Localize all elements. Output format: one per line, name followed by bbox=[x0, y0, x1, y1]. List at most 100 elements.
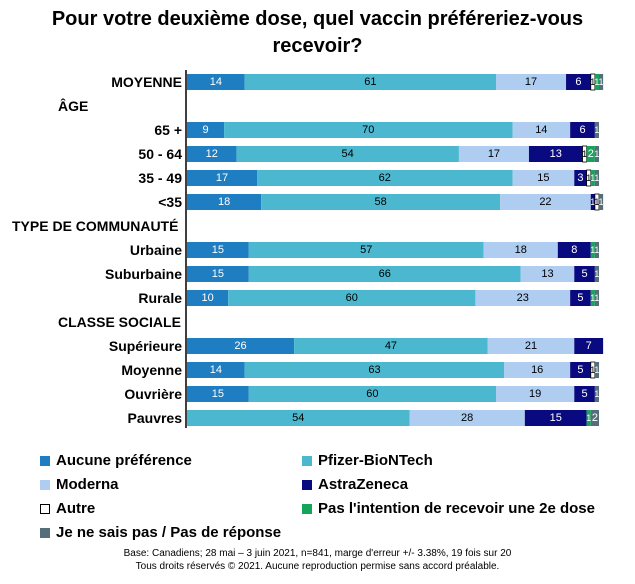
bar-segment-aucune-preference bbox=[187, 386, 249, 402]
data-label: 26 bbox=[234, 340, 246, 352]
data-label: 1 bbox=[594, 293, 599, 303]
bar-segment-je-ne-sais-pas-pas-de-reponse bbox=[594, 146, 599, 162]
data-label: 60 bbox=[366, 388, 378, 400]
chart-title-line-1: Pour votre deuxième dose, quel vaccin pr… bbox=[51, 8, 584, 30]
bar-segment-pfizer-biontech bbox=[294, 338, 488, 354]
data-label: 28 bbox=[461, 412, 473, 424]
bar-segment-astrazeneca bbox=[574, 170, 587, 186]
data-label: 15 bbox=[537, 172, 549, 184]
row-label: Moyenne bbox=[121, 362, 182, 378]
bar-segment-moderna bbox=[520, 266, 575, 282]
bar-segment-astrazeneca bbox=[528, 146, 583, 162]
bar-segment-pas-l-intention-de-recevoir-une-2e-dose bbox=[590, 170, 595, 186]
data-label: 14 bbox=[210, 76, 222, 88]
bar-segment-astrazeneca bbox=[524, 410, 587, 426]
data-label: 1 bbox=[586, 173, 591, 183]
data-label: 47 bbox=[385, 340, 397, 352]
bar-segment-je-ne-sais-pas-pas-de-reponse bbox=[590, 410, 599, 426]
legend-label: Pfizer-BioNTech bbox=[318, 452, 433, 469]
bar-segment-aucune-preference bbox=[187, 146, 237, 162]
footnote-base: Base: Canadiens; 28 mai – 3 juin 2021, n… bbox=[123, 548, 512, 559]
legend-swatch bbox=[40, 479, 50, 490]
bar-segment-je-ne-sais-pas-pas-de-reponse bbox=[594, 122, 599, 138]
data-label: 1 bbox=[594, 77, 599, 87]
data-label: 1 bbox=[594, 173, 599, 183]
data-label: 1 bbox=[590, 245, 595, 255]
bar-segment-pfizer-biontech bbox=[187, 410, 410, 426]
data-label: 8 bbox=[571, 244, 577, 256]
row-label: Pauvres bbox=[128, 410, 183, 426]
bar-segment-pas-l-intention-de-recevoir-une-2e-dose bbox=[590, 290, 595, 306]
data-label: 7 bbox=[586, 340, 592, 352]
data-label: 1 bbox=[594, 389, 599, 399]
legend-label: Moderna bbox=[56, 476, 119, 493]
bar-segment-moderna bbox=[483, 242, 558, 258]
data-label: 1 bbox=[594, 365, 599, 375]
bar-segment-aucune-preference bbox=[187, 242, 249, 258]
bar-segment-moderna bbox=[512, 170, 575, 186]
bar-segment-astrazeneca bbox=[574, 338, 604, 354]
data-label: 5 bbox=[582, 268, 588, 280]
bar-segment-astrazeneca bbox=[570, 290, 591, 306]
legend-item-moderna: Moderna bbox=[40, 476, 119, 493]
bar-segment-moderna bbox=[504, 362, 571, 378]
bar-segment-pas-l-intention-de-recevoir-une-2e-dose bbox=[594, 74, 599, 90]
data-label: 3 bbox=[577, 172, 583, 184]
data-label: 1 bbox=[594, 149, 599, 159]
data-label: 16 bbox=[531, 364, 543, 376]
data-label: 14 bbox=[535, 124, 547, 136]
data-label: 1 bbox=[582, 149, 587, 159]
data-label: 5 bbox=[582, 388, 588, 400]
data-label: 70 bbox=[362, 124, 374, 136]
data-label: 19 bbox=[529, 388, 541, 400]
bar-segment-aucune-preference bbox=[187, 74, 245, 90]
data-label: 1 bbox=[590, 77, 595, 87]
bar-segment-aucune-preference bbox=[187, 266, 249, 282]
legend-swatch bbox=[40, 527, 50, 538]
data-label: 17 bbox=[216, 172, 228, 184]
data-label: 1 bbox=[599, 77, 604, 87]
bar-segment-je-ne-sais-pas-pas-de-reponse bbox=[594, 386, 599, 402]
row-label: <35 bbox=[158, 194, 182, 210]
bar-segment-moderna bbox=[496, 386, 575, 402]
data-label: 5 bbox=[577, 292, 583, 304]
data-label: 5 bbox=[577, 364, 583, 376]
data-label: 15 bbox=[550, 412, 562, 424]
data-label: 9 bbox=[202, 124, 208, 136]
bar-segment-aucune-preference bbox=[187, 170, 258, 186]
bar-segment-je-ne-sais-pas-pas-de-reponse bbox=[594, 242, 599, 258]
data-label: 1 bbox=[594, 197, 599, 207]
data-label: 17 bbox=[525, 76, 537, 88]
bar-segment-pfizer-biontech bbox=[244, 362, 505, 378]
data-label: 60 bbox=[346, 292, 358, 304]
bar-segment-je-ne-sais-pas-pas-de-reponse bbox=[594, 170, 599, 186]
bar-segment-je-ne-sais-pas-pas-de-reponse bbox=[594, 266, 599, 282]
bar-segment-pfizer-biontech bbox=[248, 386, 496, 402]
bar-segment-moderna bbox=[512, 122, 571, 138]
legend-item-pfizer: Pfizer-BioNTech bbox=[302, 452, 433, 469]
bar-segment-je-ne-sais-pas-pas-de-reponse bbox=[599, 194, 604, 210]
bar-segment-moderna bbox=[500, 194, 591, 210]
bar-segment-astrazeneca bbox=[590, 194, 595, 210]
data-label: 2 bbox=[588, 148, 594, 160]
data-label: 1 bbox=[590, 365, 595, 375]
data-label: 66 bbox=[379, 268, 391, 280]
bar-segment-astrazeneca bbox=[570, 362, 591, 378]
bar-segment-pfizer-biontech bbox=[236, 146, 459, 162]
legend-item-aucune-preference: Aucune préférence bbox=[40, 452, 192, 469]
row-label: 50 - 64 bbox=[138, 146, 182, 162]
data-label: 1 bbox=[590, 293, 595, 303]
bar-segment-pfizer-biontech bbox=[248, 266, 521, 282]
row-label: 65 + bbox=[154, 122, 182, 138]
data-label: 2 bbox=[592, 412, 598, 424]
data-label: 6 bbox=[575, 76, 581, 88]
legend-item-astrazeneca: AstraZeneca bbox=[302, 476, 408, 493]
legend-swatch bbox=[302, 479, 312, 490]
bar-segment-astrazeneca bbox=[557, 242, 591, 258]
bar-segment-pfizer-biontech bbox=[228, 290, 476, 306]
legend-swatch bbox=[40, 503, 50, 514]
bar-segment-pfizer-biontech bbox=[224, 122, 513, 138]
data-label: 1 bbox=[594, 245, 599, 255]
data-label: 1 bbox=[590, 197, 595, 207]
